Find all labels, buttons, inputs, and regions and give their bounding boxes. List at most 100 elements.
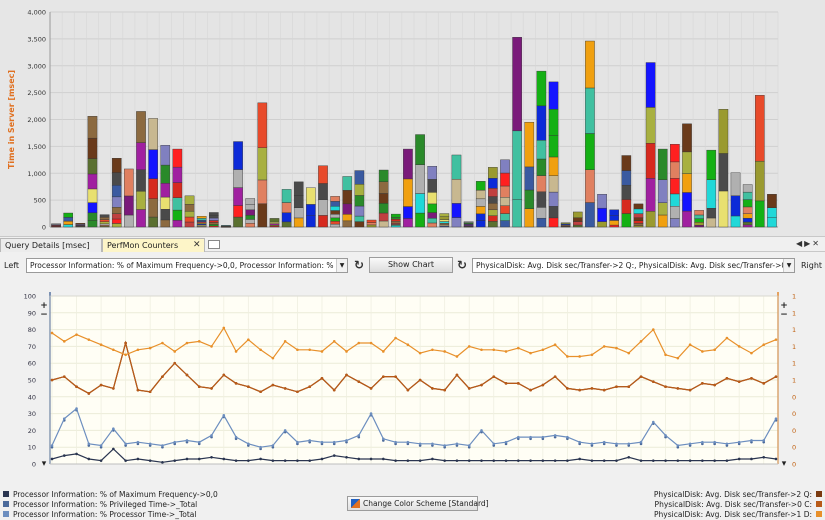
data-point	[112, 427, 115, 431]
close-tab-icon[interactable]: ✕	[193, 240, 201, 250]
y-axis-title: Time in Server [msec]	[7, 70, 16, 169]
data-point	[247, 385, 250, 389]
bar-segment	[621, 170, 632, 186]
bar-segment	[500, 185, 510, 198]
bar	[75, 223, 86, 228]
legend-item-left-1: Processor Information: % Privileged Time…	[3, 500, 197, 510]
data-point	[185, 457, 189, 461]
bar-segment	[136, 111, 146, 143]
bar	[572, 211, 583, 228]
data-point	[725, 336, 729, 340]
bar	[233, 141, 243, 228]
data-point	[296, 440, 299, 444]
data-point	[332, 388, 336, 392]
data-point	[701, 440, 704, 444]
bar-segment	[245, 219, 256, 224]
legend-label: PhysicalDisk: Avg. Disk sec/Transfer->0 …	[654, 500, 812, 509]
data-point	[197, 385, 201, 389]
data-point	[210, 455, 213, 459]
new-tab-icon[interactable]	[208, 240, 220, 249]
bar-segment	[330, 220, 340, 225]
refresh-right-icon[interactable]: ↻	[457, 258, 468, 272]
data-point	[382, 437, 385, 441]
data-point	[185, 373, 189, 377]
bar	[172, 148, 183, 228]
bar-segment	[512, 199, 522, 228]
time-in-server-chart: 0 500 1,000 1,500 2,000 2,500 3,000 3,500 4,000 T…	[0, 0, 825, 236]
legend-swatch	[816, 511, 822, 517]
tab-scroll-arrows[interactable]: ◀▶✕	[795, 239, 821, 248]
data-point	[590, 353, 594, 357]
bar-segment	[415, 134, 425, 165]
bar-segment	[536, 191, 547, 208]
bar	[51, 223, 61, 228]
bar	[488, 167, 498, 228]
data-point	[418, 378, 422, 382]
change-color-scheme-button[interactable]: Change Color Scheme [Standard]	[347, 496, 489, 511]
left-counter-select[interactable]: Processor Information: % of Maximum Freq…	[26, 258, 348, 273]
bar-segment	[439, 223, 450, 226]
bar	[451, 154, 462, 228]
data-point	[467, 387, 471, 390]
bar-segment	[87, 158, 98, 175]
bar	[536, 70, 547, 228]
data-point	[737, 345, 741, 348]
data-point	[369, 412, 373, 415]
bar-segment	[621, 199, 632, 214]
data-point	[480, 459, 483, 462]
data-point	[590, 387, 594, 390]
bar-segment	[718, 153, 729, 192]
data-point	[185, 341, 189, 345]
bar	[657, 148, 668, 228]
tab-query-details-label: Query Details [msec]	[5, 241, 90, 250]
chevron-down-icon[interactable]: ▼	[336, 259, 347, 272]
right-y-tick-label: 1	[792, 326, 796, 334]
data-point	[222, 326, 226, 330]
bar-segment	[585, 40, 595, 89]
bar-segment	[172, 166, 183, 183]
bar-segment	[718, 109, 729, 154]
chevron-down-icon[interactable]: ▼	[783, 259, 794, 272]
data-point	[455, 459, 459, 462]
bar-segment	[63, 217, 74, 222]
bar-segment	[269, 223, 280, 226]
tab-perfmon-counters[interactable]: PerfMon Counters	[102, 238, 205, 252]
data-point	[627, 385, 631, 389]
data-point	[602, 459, 606, 462]
bar-segment	[257, 147, 268, 181]
show-chart-button[interactable]: Show Chart	[369, 257, 453, 273]
bar-segment	[148, 198, 158, 218]
data-point	[639, 440, 643, 444]
bar-segment	[633, 203, 644, 210]
bar-segment	[342, 203, 353, 215]
data-point	[602, 345, 606, 348]
data-point	[75, 385, 78, 389]
legend-item-right-1: PhysicalDisk: Avg. Disk sec/Transfer->0 …	[655, 500, 822, 510]
data-point	[602, 388, 606, 392]
data-point	[504, 459, 508, 462]
bar-segment	[463, 221, 474, 223]
data-point	[553, 375, 557, 378]
bar-segment	[633, 220, 644, 224]
bar-segment	[512, 130, 522, 200]
bar-segment	[645, 107, 656, 144]
data-point	[173, 440, 177, 444]
data-point	[431, 442, 434, 446]
bar-segment	[306, 204, 316, 216]
series-line	[50, 340, 778, 395]
bar-segment	[63, 212, 74, 218]
data-point	[566, 387, 569, 390]
bar-segment	[208, 222, 219, 225]
bar-segment	[548, 108, 559, 136]
bar-segment	[415, 193, 425, 214]
data-point	[774, 338, 778, 341]
tab-query-details[interactable]: Query Details [msec]	[0, 238, 102, 252]
bar-segment	[99, 223, 110, 226]
bar	[306, 187, 316, 228]
right-counter-select[interactable]: PhysicalDisk: Avg. Disk sec/Transfer->2 …	[472, 258, 795, 273]
bar-segment	[257, 179, 268, 204]
refresh-left-icon[interactable]: ↻	[354, 258, 365, 272]
bar	[354, 170, 365, 228]
bar-segment	[415, 212, 425, 228]
bar-segment	[621, 155, 632, 171]
